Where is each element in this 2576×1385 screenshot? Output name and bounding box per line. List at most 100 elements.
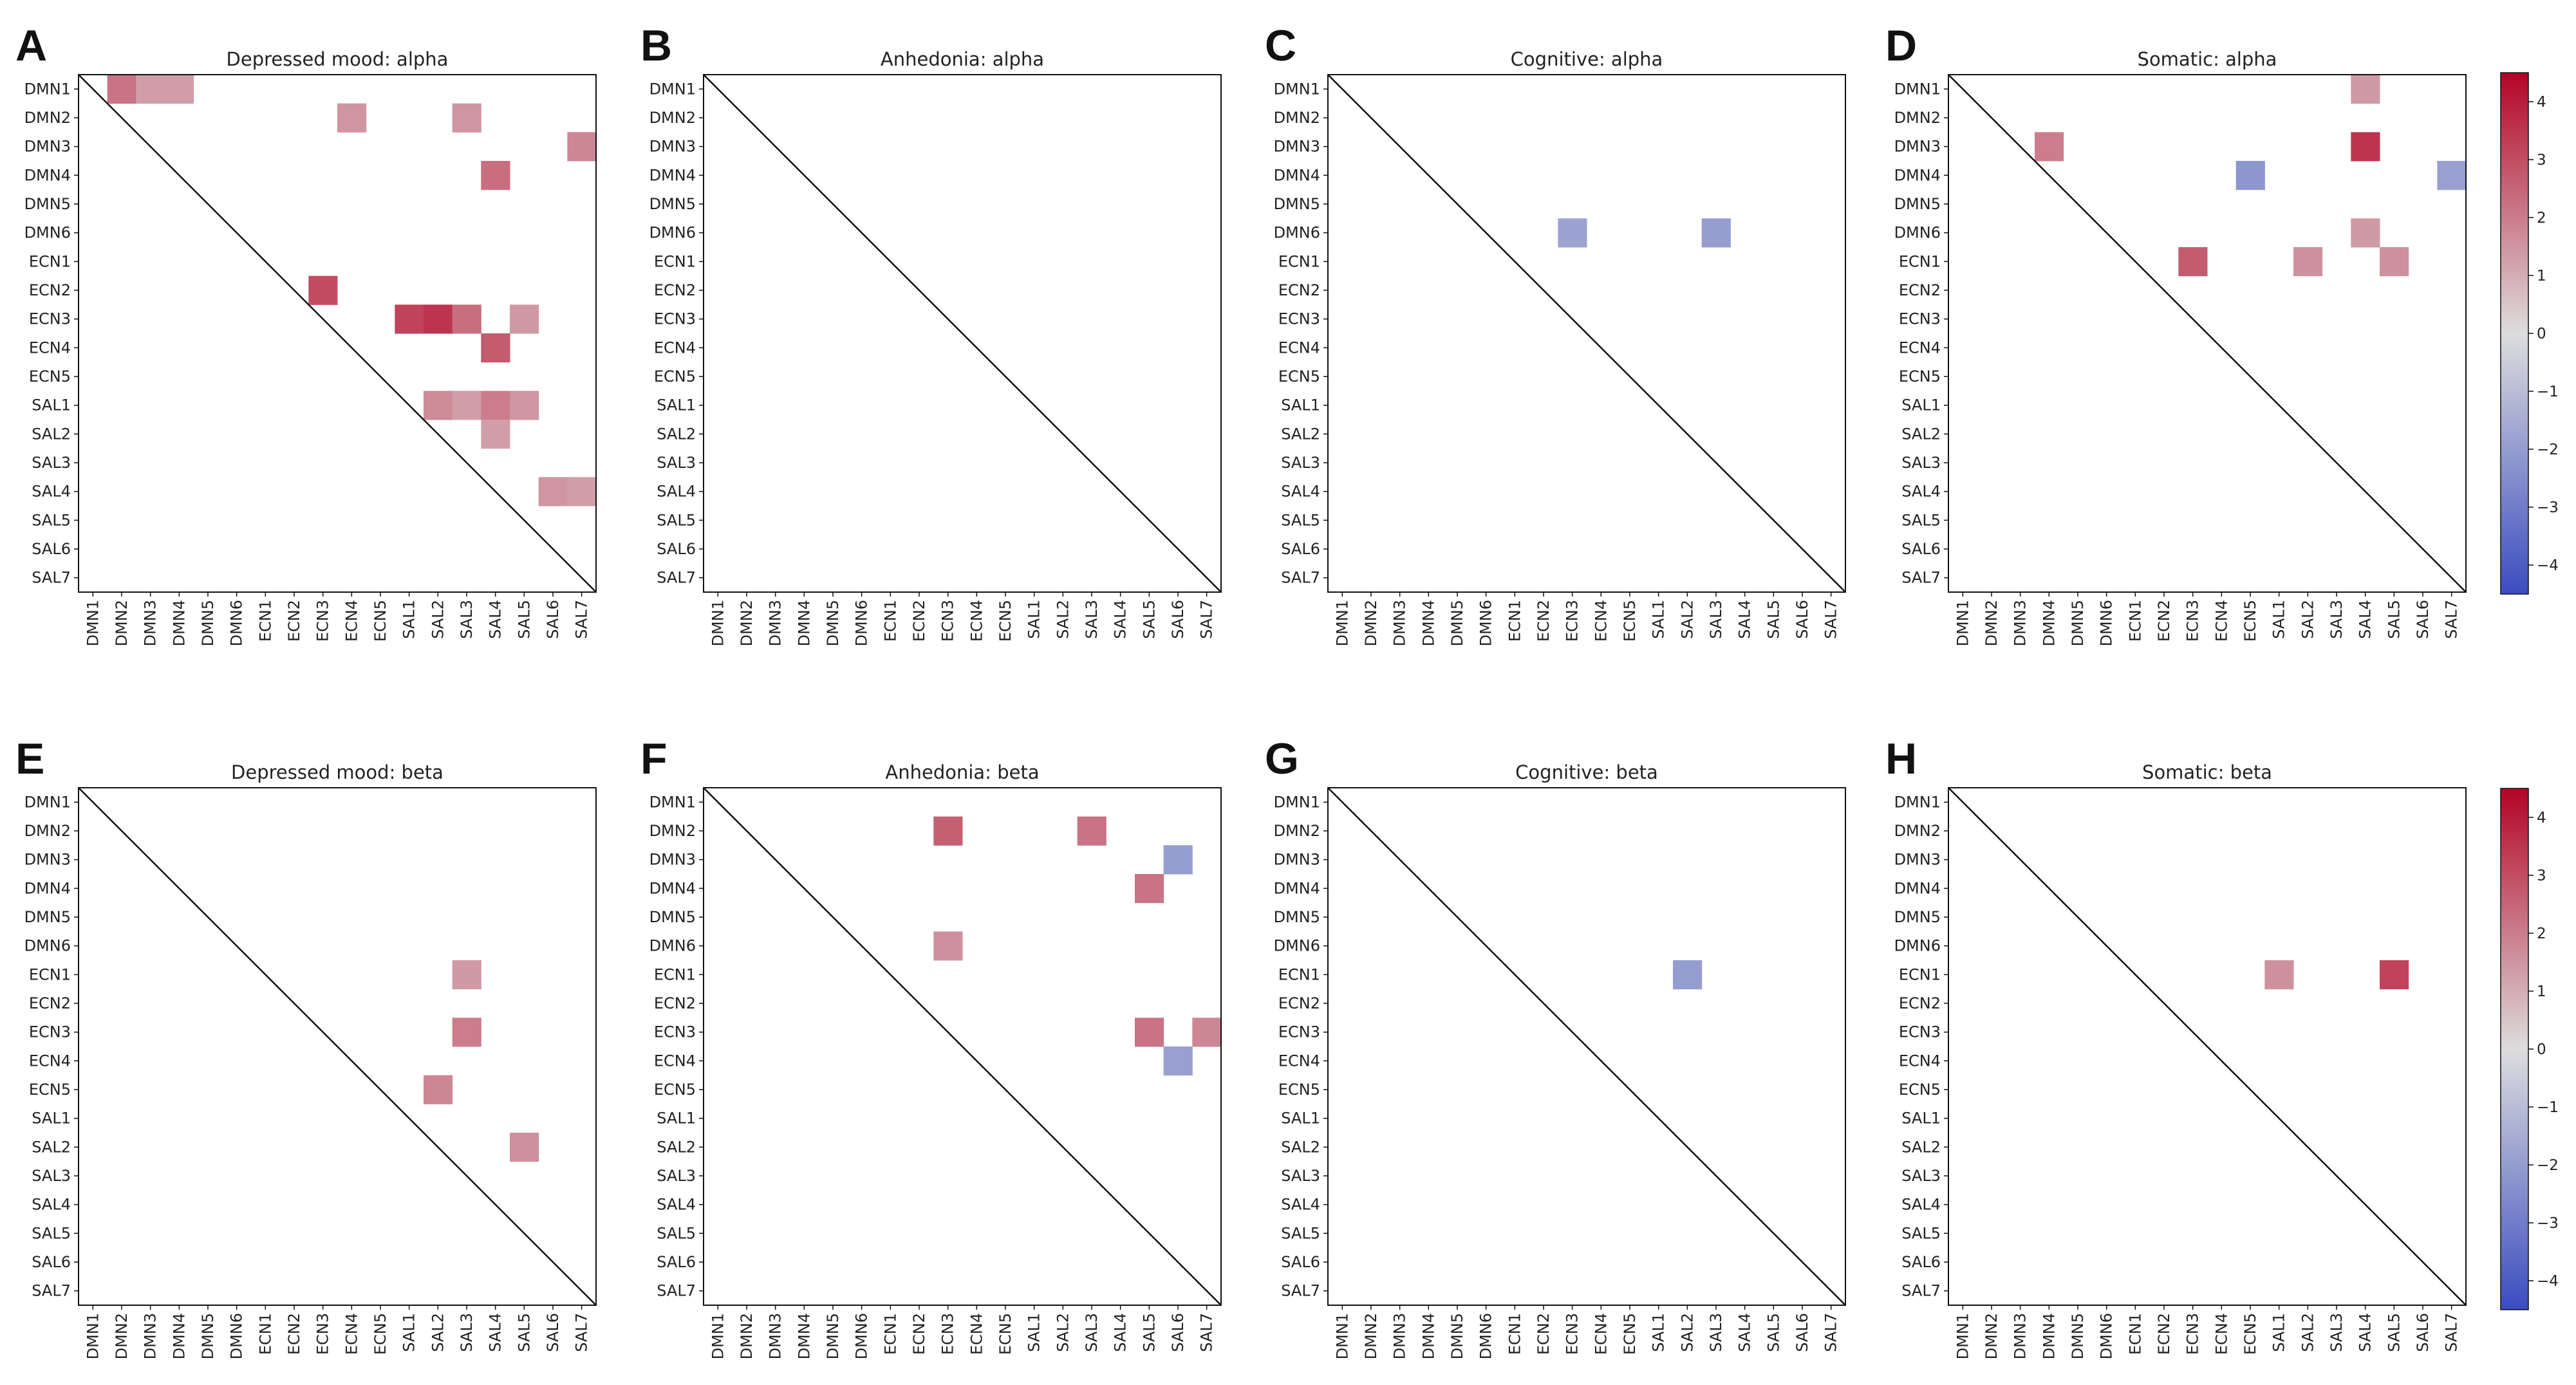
colorbar-top: 4 3 2 1 0 −1 −2 −3 −4: [2500, 72, 2559, 595]
x-tick-label: DMN6: [228, 600, 246, 646]
y-tick-label: ECN4: [654, 339, 696, 357]
x-tick-label: SAL2: [1054, 1313, 1072, 1352]
x-tick-label: DMN1: [1333, 1313, 1351, 1359]
x-tick-label: ECN4: [1592, 600, 1610, 642]
y-tick-label: ECN2: [29, 281, 71, 299]
y-tick-label: DMN5: [1274, 908, 1320, 926]
plot-frame: [1327, 787, 1846, 1306]
y-tick-label: SAL4: [657, 1196, 696, 1214]
x-tick-label: SAL5: [1140, 1313, 1158, 1352]
x-tick-label: DMN5: [1448, 1313, 1466, 1359]
panel-letter: F: [640, 734, 667, 783]
x-tick-label: DMN4: [2040, 600, 2058, 646]
x-tick-label: ECN4: [342, 600, 360, 642]
colorbar-tick-label: −1: [2537, 1099, 2559, 1116]
y-tick-label: SAL6: [1281, 540, 1320, 558]
panel-letter: D: [1885, 21, 1917, 70]
x-tick-label: ECN2: [2155, 1313, 2173, 1355]
x-tick-label: DMN6: [853, 1313, 871, 1359]
heatmap-cell: [452, 391, 481, 420]
y-tick-label: ECN4: [29, 339, 71, 357]
plot-frame: [1948, 74, 2467, 593]
x-tick-label: ECN5: [371, 600, 389, 642]
y-tick-label: DMN2: [1894, 822, 1941, 840]
y-tick-label: SAL2: [657, 425, 696, 443]
x-tick-label: SAL5: [1140, 600, 1158, 639]
plot-frame: [78, 74, 597, 593]
x-tick-label: SAL4: [1736, 600, 1754, 639]
y-tick-label: SAL6: [1901, 540, 1941, 558]
panel-title: Depressed mood: beta: [231, 761, 443, 783]
x-tick-label: ECN4: [2212, 600, 2230, 642]
y-tick-label: DMN5: [1894, 195, 1941, 213]
x-tick-label: ECN3: [939, 600, 957, 642]
x-tick-label: SAL2: [1678, 600, 1696, 639]
panels: A Depressed mood: alpha DMN1 DMN1 DMN2 DMN2 DM…: [15, 21, 2467, 1359]
y-tick-label: SAL5: [657, 1224, 696, 1242]
y-tick-label: ECN3: [1899, 310, 1941, 328]
colorbar-tick-label: −4: [2537, 557, 2559, 574]
x-tick-label: SAL6: [1793, 1313, 1811, 1352]
y-tick-label: ECN5: [654, 1081, 696, 1099]
plot-frame: [703, 787, 1222, 1306]
heatmap-cell: [2351, 132, 2380, 162]
x-tick-label: SAL6: [544, 600, 562, 639]
x-tick-label: ECN5: [1621, 600, 1639, 642]
heatmap-panel-g: G Cognitive: beta DMN1 DMN1 DMN2 DMN2 DMN3 DMN3…: [1265, 734, 1846, 1359]
x-tick-label: DMN1: [709, 1313, 727, 1359]
x-tick-label: SAL3: [1083, 1313, 1101, 1352]
y-tick-label: SAL3: [657, 454, 696, 472]
y-tick-label: SAL4: [1281, 1196, 1320, 1214]
x-tick-label: SAL6: [2414, 600, 2432, 639]
x-tick-label: ECN1: [881, 1313, 899, 1355]
x-tick-label: DMN4: [170, 1313, 188, 1359]
y-tick-label: ECN3: [29, 1023, 71, 1041]
x-tick-label: DMN2: [1983, 600, 2001, 646]
y-tick-label: DMN2: [24, 822, 71, 840]
heatmap-cell: [1163, 1046, 1193, 1076]
x-tick-label: DMN1: [1954, 600, 1972, 646]
x-tick-label: ECN3: [939, 1313, 957, 1355]
heatmap-cell: [1192, 1018, 1222, 1047]
colorbar-gradient: [2500, 788, 2529, 1310]
x-tick-label: DMN4: [2040, 1313, 2058, 1359]
panel-title: Anhedonia: beta: [885, 761, 1039, 783]
x-tick-label: ECN3: [314, 1313, 332, 1355]
x-tick-label: DMN3: [1391, 1313, 1409, 1359]
x-tick-label: DMN2: [1362, 1313, 1380, 1359]
y-tick-label: DMN5: [649, 195, 696, 213]
heatmap-cell: [452, 103, 481, 133]
x-tick-label: SAL7: [1822, 1313, 1840, 1352]
heatmap-cell: [2437, 161, 2467, 191]
heatmap-cell: [452, 960, 481, 990]
y-tick-label: ECN4: [1899, 339, 1941, 357]
colorbar-tick-label: 3: [2537, 152, 2546, 169]
diagonal-line: [1948, 787, 2467, 1306]
colorbar-tick-label: 2: [2537, 210, 2546, 227]
x-tick-label: SAL2: [1678, 1313, 1696, 1352]
y-tick-label: ECN1: [1278, 252, 1320, 270]
y-tick-label: DMN3: [1274, 851, 1320, 869]
x-tick-label: ECN1: [2126, 1313, 2144, 1355]
x-tick-label: DMN5: [2069, 1313, 2087, 1359]
heatmap-cell: [337, 103, 367, 133]
y-tick-label: SAL3: [1901, 1167, 1941, 1185]
plot-frame: [1327, 74, 1846, 593]
x-tick-label: DMN1: [709, 600, 727, 646]
x-tick-label: DMN5: [824, 1313, 842, 1359]
heatmap-panel-f: F Anhedonia: beta DMN1 DMN1 DMN2 DMN2 DMN3 DMN3…: [640, 734, 1222, 1359]
y-tick-label: ECN3: [1899, 1023, 1941, 1041]
heatmap-cell: [107, 75, 136, 104]
colorbar-tick-label: 1: [2537, 268, 2546, 284]
y-tick-label: ECN4: [1278, 339, 1320, 357]
x-tick-label: ECN1: [256, 1313, 274, 1355]
x-tick-label: SAL4: [2357, 600, 2375, 639]
heatmap-cell: [2293, 247, 2323, 277]
x-tick-label: DMN4: [795, 1313, 813, 1359]
y-tick-label: SAL7: [32, 569, 71, 587]
y-tick-label: SAL6: [32, 1253, 71, 1271]
y-tick-label: ECN5: [29, 367, 71, 386]
y-tick-label: SAL1: [1281, 396, 1320, 414]
panel-title: Cognitive: alpha: [1511, 48, 1663, 70]
x-tick-label: ECN2: [910, 600, 928, 642]
